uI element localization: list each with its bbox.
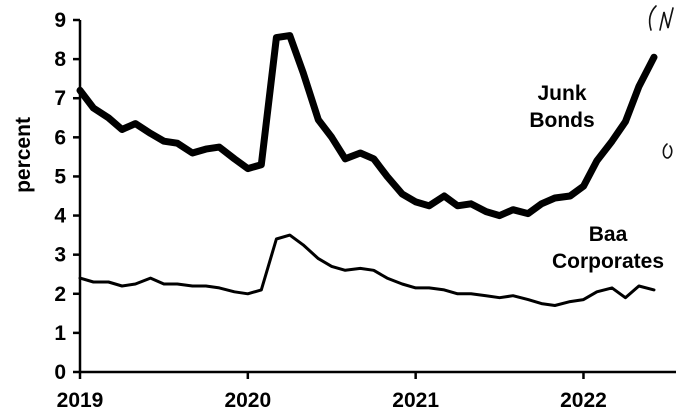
handwritten-scribble (648, 5, 674, 159)
baa-corporates-label: Baa (589, 223, 628, 246)
series-lines (76, 32, 658, 307)
y-axis-title: percent (12, 117, 35, 193)
x-ticks: 2019 2020 2021 2022 (57, 372, 607, 412)
y-tick-label: 3 (54, 244, 66, 267)
y-tick-label: 4 (54, 205, 66, 228)
series-labels: Junk Bonds Baa Corporates (529, 82, 664, 273)
y-tick-label: 6 (54, 126, 66, 149)
baa-corporates-line (78, 233, 656, 307)
y-tick-label: 7 (54, 87, 66, 110)
y-tick-label: 1 (54, 322, 66, 345)
x-tick-label: 2022 (560, 389, 607, 412)
junk-bonds-line (76, 32, 658, 220)
baa-corporates-label: Corporates (552, 250, 664, 273)
x-tick-label: 2019 (57, 389, 104, 412)
junk-bonds-label: Bonds (529, 109, 594, 132)
y-ticks: 0 1 2 3 4 5 6 7 8 9 (54, 9, 80, 384)
x-tick-label: 2020 (224, 389, 271, 412)
y-tick-label: 0 (54, 361, 66, 384)
y-tick-label: 9 (54, 9, 66, 32)
y-tick-label: 2 (54, 283, 66, 306)
y-tick-label: 5 (54, 165, 66, 188)
x-tick-label: 2021 (392, 389, 439, 412)
junk-bonds-label: Junk (537, 82, 586, 105)
y-tick-label: 8 (54, 48, 66, 71)
